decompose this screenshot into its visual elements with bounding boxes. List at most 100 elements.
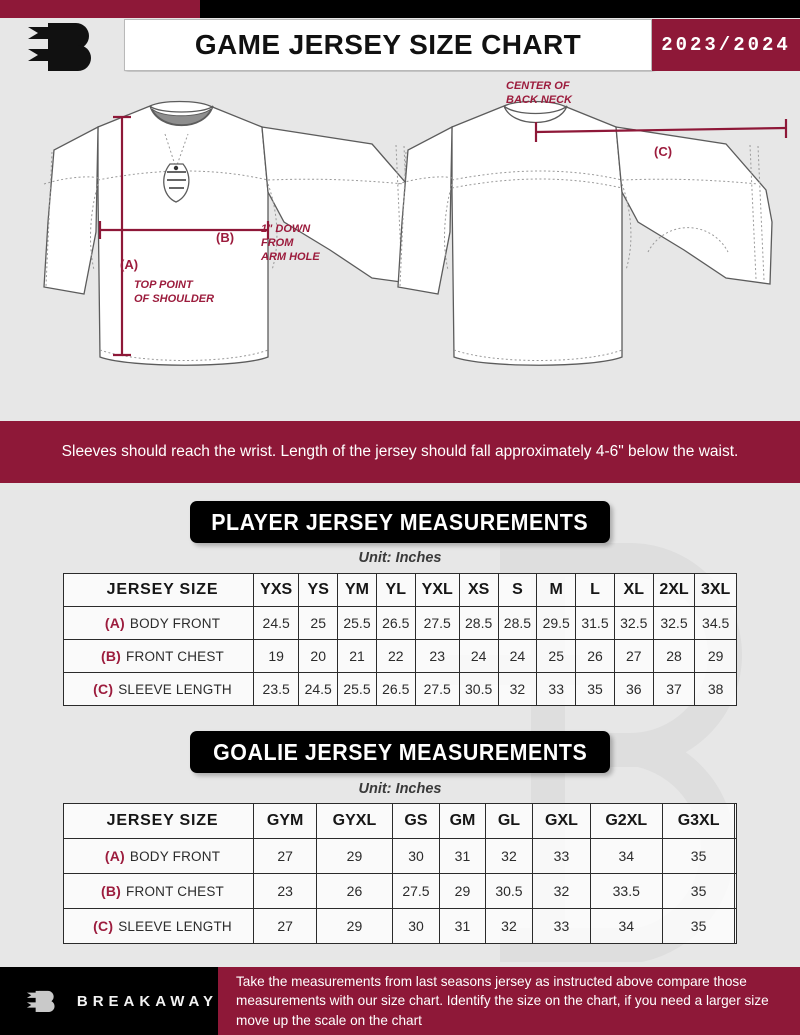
table-cell: 32.5 — [613, 606, 654, 640]
table-cell: 31.5 — [575, 606, 615, 640]
table-row: (B) FRONT CHEST 23 26 27.5 29 30.5 32 33.5 35 — [63, 873, 737, 909]
label-b-note-3: ARM HOLE — [260, 251, 320, 263]
column-header-empty — [734, 803, 737, 839]
row-label-body-front: (A) BODY FRONT — [63, 838, 254, 874]
row-label-sleeve-length: (C) SLEEVE LENGTH — [63, 908, 254, 944]
table-cell: 27 — [252, 908, 318, 944]
table-cell: 22 — [375, 639, 416, 673]
season-badge-label: 2023/2024 — [661, 34, 791, 56]
table-cell: 35 — [661, 838, 736, 874]
column-header-s: S — [497, 573, 538, 607]
column-header-2xl: 2XL — [652, 573, 696, 607]
table-cell: 29 — [439, 873, 486, 909]
column-header-jersey-size: JERSEY SIZE — [63, 803, 254, 839]
player-section-heading-label: PLAYER JERSEY MEASUREMENTS — [211, 508, 589, 535]
table-cell: 33 — [532, 838, 591, 874]
column-header-xl: XL — [613, 573, 654, 607]
table-cell: 24 — [458, 639, 499, 673]
table-cell: 27 — [613, 639, 654, 673]
jersey-front-illustration: (A) TOP POINT OF SHOULDER (B) 1" DOWN FR… — [43, 100, 419, 366]
top-strip-maroon — [0, 0, 200, 18]
table-cell: 25.5 — [337, 606, 377, 640]
table-cell: 28.5 — [458, 606, 499, 640]
goalie-measurements-table: JERSEY SIZE GYM GYXL GS GM GL GXL G2XL G3XL (A) BO… — [63, 803, 737, 944]
row-label-front-chest: (B) FRONT CHEST — [63, 873, 254, 909]
table-cell: 24 — [497, 639, 538, 673]
footer-brand: BREAKAWAY — [0, 967, 218, 1035]
column-header-gxl: GXL — [532, 803, 591, 839]
table-cell: 27.5 — [414, 606, 460, 640]
label-c-tag: (C) — [654, 144, 672, 159]
table-cell: 23 — [414, 639, 460, 673]
label-a-note-1: TOP POINT — [134, 279, 194, 291]
footer-b-logo — [26, 990, 55, 1012]
column-header-gm: GM — [439, 803, 486, 839]
table-cell: 33 — [536, 672, 577, 706]
table-cell: 29.5 — [536, 606, 577, 640]
page-title-plate: GAME JERSEY SIZE CHART — [124, 19, 652, 71]
row-tag: (A) — [104, 615, 125, 631]
column-header-m: M — [536, 573, 577, 607]
table-cell: 35 — [661, 873, 736, 909]
table-cell: 26.5 — [375, 672, 416, 706]
table-cell: 25 — [298, 606, 339, 640]
table-cell: 23.5 — [252, 672, 300, 706]
column-header-g3xl: G3XL — [661, 803, 736, 839]
table-cell: 25 — [536, 639, 577, 673]
table-cell: 19 — [252, 639, 300, 673]
table-cell: 30.5 — [484, 873, 534, 909]
row-label-front-chest: (B) FRONT CHEST — [63, 639, 254, 673]
top-accent-strip — [0, 0, 800, 18]
table-cell: 31 — [439, 908, 486, 944]
column-header-jersey-size: JERSEY SIZE — [63, 573, 254, 607]
goalie-unit-label: Unit: Inches — [358, 781, 442, 797]
label-c-note-1: CENTER OF — [506, 80, 570, 92]
row-tag: (B) — [101, 883, 122, 899]
goalie-section-heading: GOALIE JERSEY MEASUREMENTS — [190, 731, 610, 773]
table-cell: 26 — [575, 639, 615, 673]
label-a-tag: (A) — [120, 257, 138, 272]
label-b-note-1: 1" DOWN — [261, 223, 311, 235]
table-row: (A) BODY FRONT 27 29 30 31 32 33 34 35 — [63, 838, 737, 874]
row-label-sleeve-length: (C) SLEEVE LENGTH — [63, 672, 254, 706]
table-cell: 21 — [337, 639, 377, 673]
table-cell: 23 — [252, 873, 318, 909]
player-unit-label: Unit: Inches — [358, 550, 442, 566]
table-cell: 32 — [532, 873, 591, 909]
table-cell: 24.5 — [252, 606, 300, 640]
jersey-back-illustration: (C) CENTER OF BACK NECK — [397, 80, 788, 366]
row-label-body-front: (A) BODY FRONT — [63, 606, 254, 640]
table-cell: 25.5 — [337, 672, 377, 706]
table-cell: 26 — [316, 873, 393, 909]
footer-instructions: Take the measurements from last seasons … — [218, 967, 800, 1035]
column-header-gym: GYM — [252, 803, 318, 839]
table-cell: 28.5 — [497, 606, 538, 640]
column-header-ym: YM — [337, 573, 377, 607]
player-section-heading: PLAYER JERSEY MEASUREMENTS — [190, 501, 610, 543]
table-row: (B) FRONT CHEST 19 20 21 22 23 24 24 25 26 27 28 29 — [63, 639, 737, 673]
player-measurements-table: JERSEY SIZE YXS YS YM YL YXL XS S M L XL 2XL 3XL (A) B… — [63, 573, 737, 706]
table-cell: 34 — [589, 838, 663, 874]
table-cell — [734, 873, 737, 909]
page-header: GAME JERSEY SIZE CHART 2023/2024 — [0, 18, 800, 72]
table-cell: 30.5 — [458, 672, 499, 706]
column-header-yxs: YXS — [252, 573, 300, 607]
page-title: GAME JERSEY SIZE CHART — [194, 29, 582, 60]
table-cell: 33 — [532, 908, 591, 944]
jersey-diagram: .body { fill:#fff; stroke:#5c5c5c; strok… — [0, 72, 800, 415]
table-header-row: JERSEY SIZE YXS YS YM YL YXL XS S M L XL 2XL 3XL — [63, 573, 737, 607]
table-cell: 38 — [694, 672, 737, 706]
footer-instructions-text: Take the measurements from last seasons … — [236, 974, 769, 1028]
table-cell: 32 — [484, 838, 534, 874]
table-cell: 27 — [252, 838, 318, 874]
table-cell: 32 — [497, 672, 538, 706]
label-b-note-2: FROM — [261, 237, 294, 249]
row-tag: (A) — [104, 848, 125, 864]
table-cell: 33.5 — [589, 873, 663, 909]
table-cell: 29 — [316, 908, 393, 944]
row-tag: (C) — [93, 681, 114, 697]
table-cell: 37 — [652, 672, 696, 706]
table-cell: 34 — [589, 908, 663, 944]
table-cell: 32.5 — [652, 606, 696, 640]
